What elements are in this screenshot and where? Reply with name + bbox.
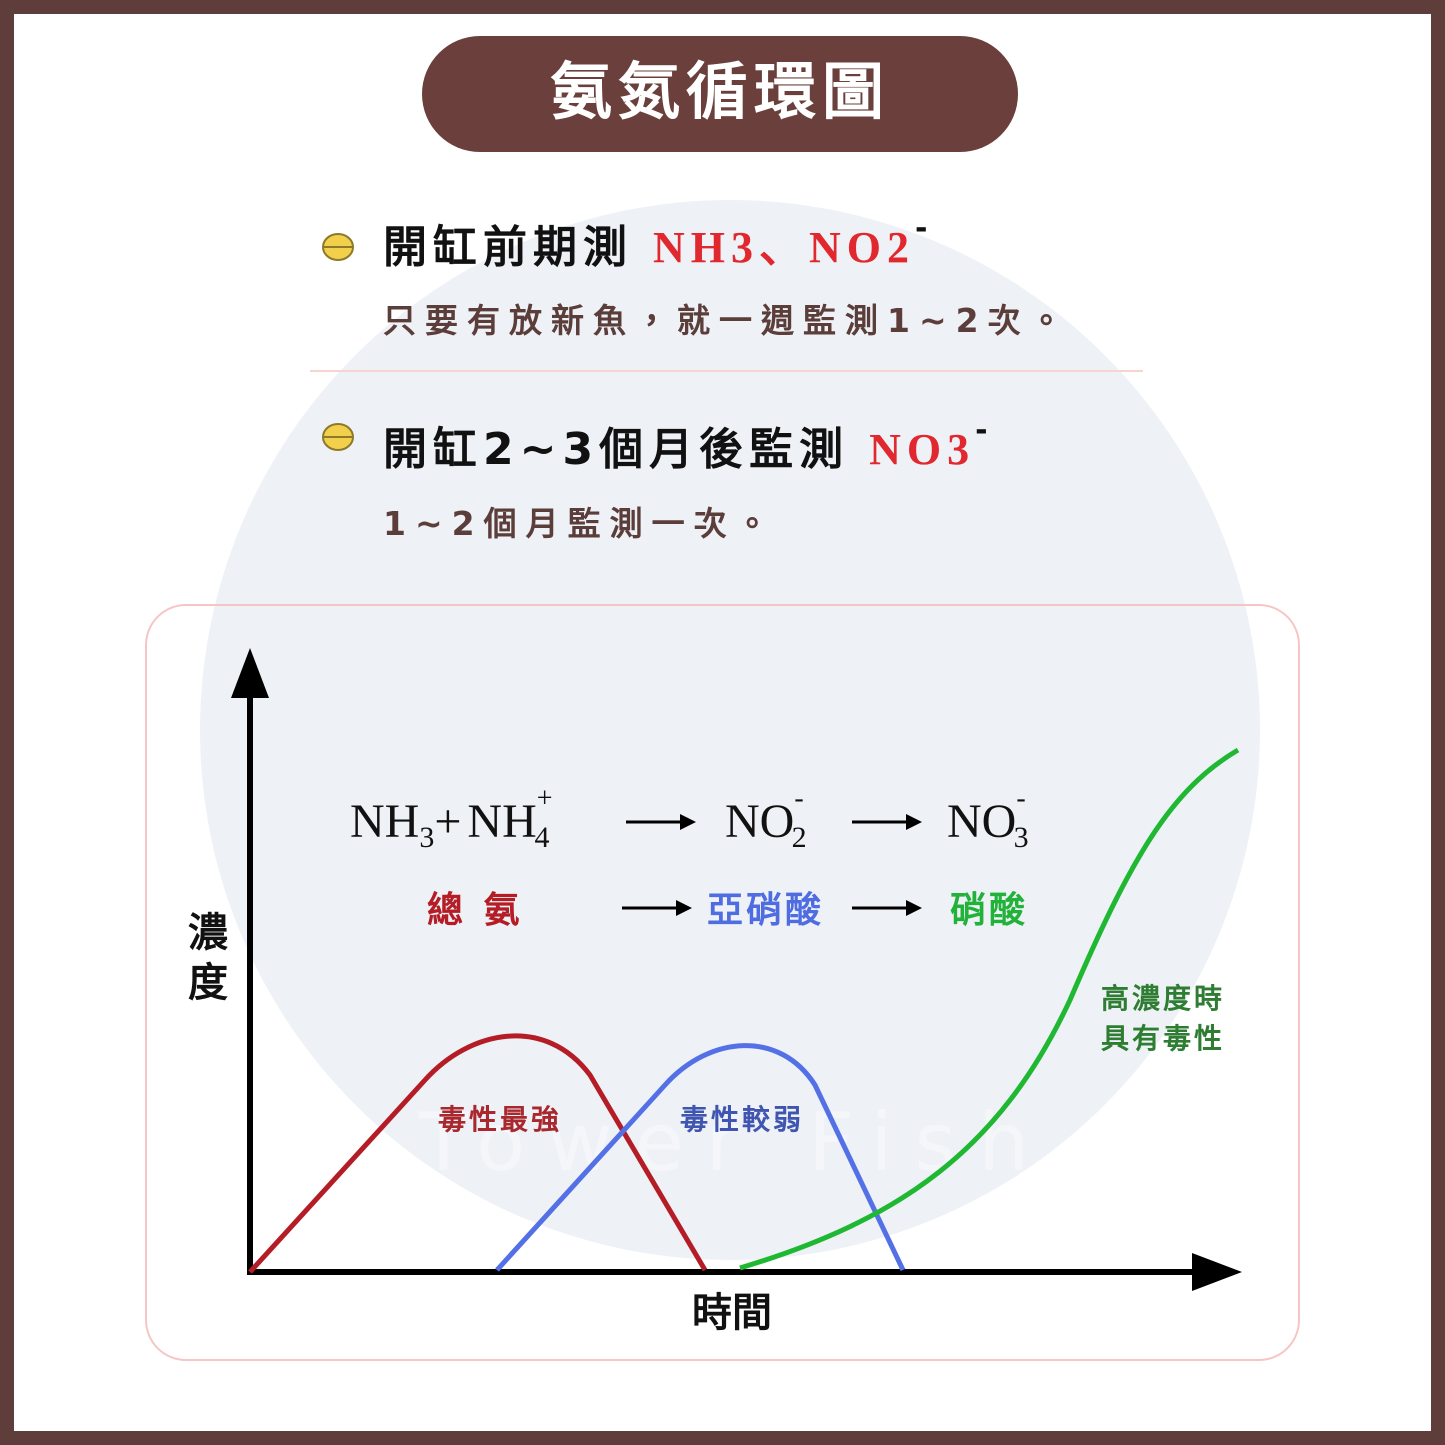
formula-sub: 3: [1014, 821, 1029, 854]
formula-base: NH: [467, 795, 536, 848]
formula-sub: 3: [419, 821, 434, 854]
formula: NH3+ NH+ 4: [350, 783, 553, 854]
annotation: 具有毒性: [1101, 1022, 1225, 1055]
superscript: -: [915, 211, 933, 246]
ammonia-curve: [248, 1033, 708, 1274]
heading-text: 開缸2~3個月後監測: [383, 424, 849, 475]
formula-sup: -: [794, 783, 803, 814]
stage-label: 硝酸: [950, 890, 1028, 931]
formula-base: NO: [947, 795, 1016, 848]
arrow-head: [906, 814, 922, 830]
annotation: 毒性較弱: [680, 1103, 804, 1136]
nitrite-curve: [495, 1043, 906, 1272]
formula-sub: 2: [792, 821, 807, 854]
formula: NO- 3: [947, 783, 1029, 854]
arrow-head: [680, 814, 696, 830]
y-axis-label: 度: [188, 960, 228, 1006]
section-body: 只要有放新魚，就一週監測1~2次。: [383, 301, 1072, 340]
heading-highlight: NO3: [869, 425, 975, 474]
formula-base: NH: [350, 795, 419, 848]
formula-plus: +: [434, 795, 461, 848]
formula-sup: +: [537, 783, 553, 814]
title-pill: [422, 36, 1018, 152]
title: 氨氮循環圖: [550, 55, 890, 128]
diagram-box: [145, 604, 1300, 1361]
arrows: [622, 814, 922, 916]
x-axis-label: 時間: [692, 1290, 772, 1336]
annotation: 高濃度時: [1101, 982, 1225, 1015]
section-heading: 開缸前期測 NH3、NO2-: [383, 211, 933, 273]
formula-sub: 4: [535, 821, 550, 854]
section-body: 1~2個月監測一次。: [383, 504, 778, 543]
formula: NO- 2: [725, 783, 807, 854]
y-axis-label: 濃: [188, 910, 228, 956]
stage-label: 總 氨: [427, 890, 524, 931]
formula-sup: -: [1016, 783, 1025, 814]
nitrate-curve: [739, 747, 1240, 1271]
stage-label: 亞硝酸: [707, 890, 824, 931]
x-arrow: [1192, 1253, 1242, 1291]
superscript: -: [975, 413, 993, 448]
y-arrow: [231, 648, 269, 698]
section-heading: 開缸2~3個月後監測 NO3-: [383, 413, 994, 475]
watermark-text: Tower Fish: [418, 1096, 1051, 1189]
formula-base: NO: [725, 795, 794, 848]
arrow-head: [676, 900, 692, 916]
annotation: 毒性最強: [438, 1103, 562, 1136]
heading-text: 開缸前期測: [383, 222, 633, 273]
heading-highlight: NH3、NO2: [653, 223, 915, 272]
watermark-circle: [200, 200, 1260, 1260]
arrow-head: [906, 900, 922, 916]
